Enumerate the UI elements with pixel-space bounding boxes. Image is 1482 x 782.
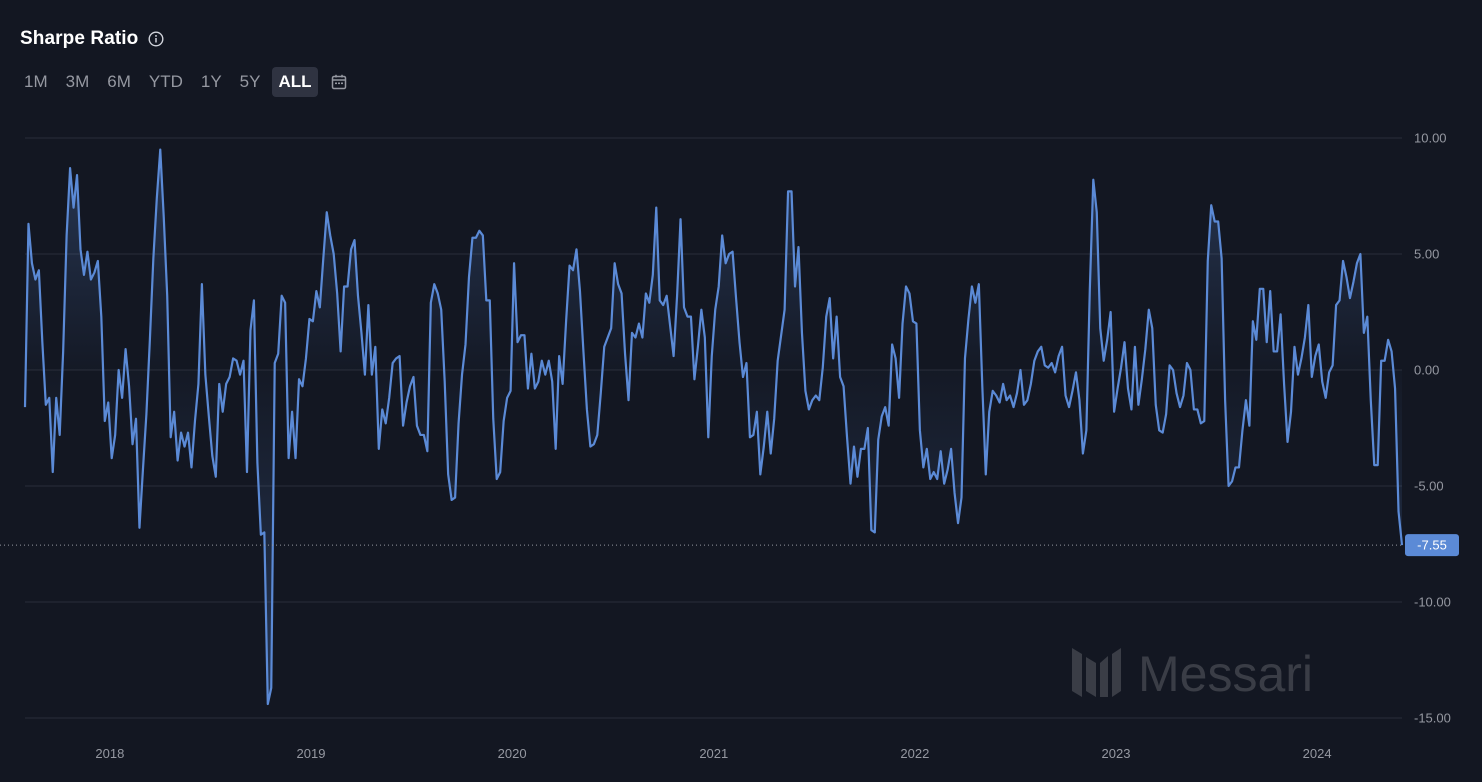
- chart-title: Sharpe Ratio: [20, 28, 139, 49]
- area-fill: [25, 149, 1402, 705]
- x-tick-label: 2019: [297, 746, 326, 761]
- series-line: [23, 148, 1404, 706]
- chart-header: Sharpe Ratio: [20, 28, 164, 50]
- y-tick-label: -10.00: [1414, 595, 1451, 610]
- x-tick-label: 2024: [1303, 746, 1332, 761]
- range-6m-button[interactable]: 6M: [101, 67, 137, 97]
- messari-logo-icon: [1072, 648, 1121, 697]
- x-tick-label: 2021: [699, 746, 728, 761]
- messari-watermark: Messari: [1072, 646, 1313, 702]
- positive-area: [25, 149, 1402, 370]
- x-tick-label: 2023: [1102, 746, 1131, 761]
- range-5y-button[interactable]: 5Y: [234, 67, 267, 97]
- y-tick-label: -5.00: [1414, 479, 1444, 494]
- last-value-badge: [1405, 534, 1459, 557]
- y-tick-label: 0.00: [1414, 363, 1439, 378]
- last-value-marker: -7.55: [0, 534, 1459, 557]
- x-tick-label: 2018: [95, 746, 124, 761]
- grid-lines: [25, 137, 1402, 719]
- y-tick-label: 10.00: [1414, 131, 1447, 146]
- axis-labels: 10.00 5.00 0.00 -5.00 -10.00 -15.00 2018 2019 20…: [95, 131, 1450, 762]
- y-tick-label: -15.00: [1414, 711, 1451, 726]
- range-1y-button[interactable]: 1Y: [195, 67, 228, 97]
- time-range-selector: 1M 3M 6M YTD 1Y 5Y ALL: [18, 67, 348, 97]
- x-tick-label: 2020: [498, 746, 527, 761]
- last-value-label: -7.55: [1417, 538, 1447, 553]
- x-tick-label: 2022: [900, 746, 929, 761]
- range-ytd-button[interactable]: YTD: [143, 67, 189, 97]
- y-tick-label: 5.00: [1414, 247, 1439, 262]
- messari-watermark-text: Messari: [1138, 646, 1313, 702]
- info-circle-icon[interactable]: [148, 31, 164, 47]
- range-1m-button[interactable]: 1M: [18, 67, 54, 97]
- range-all-button[interactable]: ALL: [272, 67, 318, 97]
- range-3m-button[interactable]: 3M: [60, 67, 96, 97]
- calendar-icon[interactable]: [330, 73, 348, 91]
- sharpe-ratio-line[interactable]: [23, 148, 1404, 706]
